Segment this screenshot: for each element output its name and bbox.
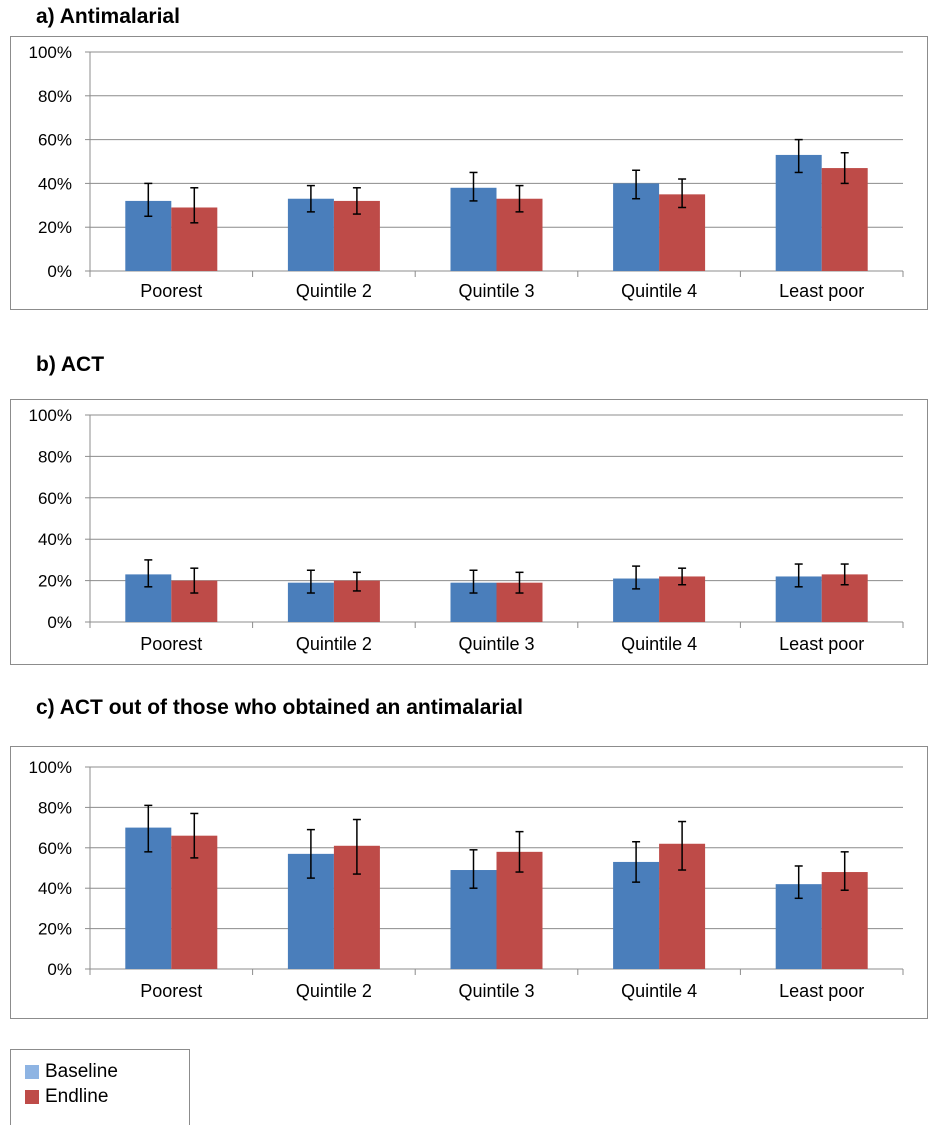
x-tick-label: Least poor <box>779 981 864 1001</box>
y-tick-label: 80% <box>38 87 72 106</box>
chart-a-title: a) Antimalarial <box>36 5 180 28</box>
x-tick-label: Poorest <box>140 281 202 301</box>
y-tick-label: 20% <box>38 218 72 237</box>
legend-swatch-baseline <box>25 1065 39 1079</box>
x-tick-label: Quintile 2 <box>296 981 372 1001</box>
x-tick-label: Poorest <box>140 981 202 1001</box>
y-tick-label: 100% <box>29 406 72 425</box>
chart-c-title: c) ACT out of those who obtained an anti… <box>36 696 523 719</box>
y-tick-label: 20% <box>38 572 72 591</box>
chart-c: 0% 20% 40% 60% 80% 100% Poorest Quintile 2 Quint… <box>10 746 928 1019</box>
bar-endline <box>821 168 868 271</box>
x-tick-label: Quintile 2 <box>296 281 372 301</box>
legend: Baseline Endline <box>10 1049 190 1125</box>
y-tick-label: 0% <box>47 960 72 979</box>
x-tick-label: Quintile 4 <box>621 634 697 654</box>
legend-label-endline: Endline <box>45 1086 109 1107</box>
y-tick-label: 20% <box>38 920 72 939</box>
legend-swatch-endline <box>25 1090 39 1104</box>
x-tick-label: Least poor <box>779 281 864 301</box>
y-tick-label: 100% <box>29 758 72 777</box>
bar-baseline <box>775 154 822 271</box>
chart-c-plot: 0% 20% 40% 60% 80% 100% Poorest Quintile 2 Quint… <box>29 758 904 1001</box>
chart-b-title: b) ACT <box>36 353 105 376</box>
legend-item-endline: Endline <box>25 1086 108 1108</box>
y-tick-label: 80% <box>38 447 72 466</box>
chart-b-plot: 0% 20% 40% 60% 80% 100% Poorest Quintile 2 Quint… <box>29 406 904 654</box>
y-tick-label: 40% <box>38 174 72 193</box>
x-tick-label: Quintile 4 <box>621 981 697 1001</box>
x-tick-label: Quintile 3 <box>458 281 534 301</box>
chart-b: 0% 20% 40% 60% 80% 100% Poorest Quintile 2 Quint… <box>10 399 928 665</box>
x-tick-label: Quintile 3 <box>458 981 534 1001</box>
y-tick-label: 40% <box>38 530 72 549</box>
legend-item-baseline: Baseline <box>25 1061 118 1083</box>
y-tick-label: 0% <box>47 262 72 281</box>
x-tick-label: Quintile 4 <box>621 281 697 301</box>
x-tick-label: Poorest <box>140 634 202 654</box>
y-tick-label: 80% <box>38 798 72 817</box>
chart-a: 0% 20% 40% 60% 80% 100% Poorest Quintile 2 Quint… <box>10 36 928 310</box>
x-tick-label: Quintile 2 <box>296 634 372 654</box>
y-tick-label: 60% <box>38 131 72 150</box>
y-tick-label: 60% <box>38 839 72 858</box>
y-tick-label: 100% <box>29 43 72 62</box>
y-tick-label: 60% <box>38 489 72 508</box>
y-tick-label: 0% <box>47 613 72 632</box>
chart-a-plot: 0% 20% 40% 60% 80% 100% Poorest Quintile 2 Quint… <box>29 43 904 301</box>
legend-label-baseline: Baseline <box>45 1061 118 1082</box>
y-tick-label: 40% <box>38 879 72 898</box>
x-tick-label: Least poor <box>779 634 864 654</box>
x-tick-label: Quintile 3 <box>458 634 534 654</box>
